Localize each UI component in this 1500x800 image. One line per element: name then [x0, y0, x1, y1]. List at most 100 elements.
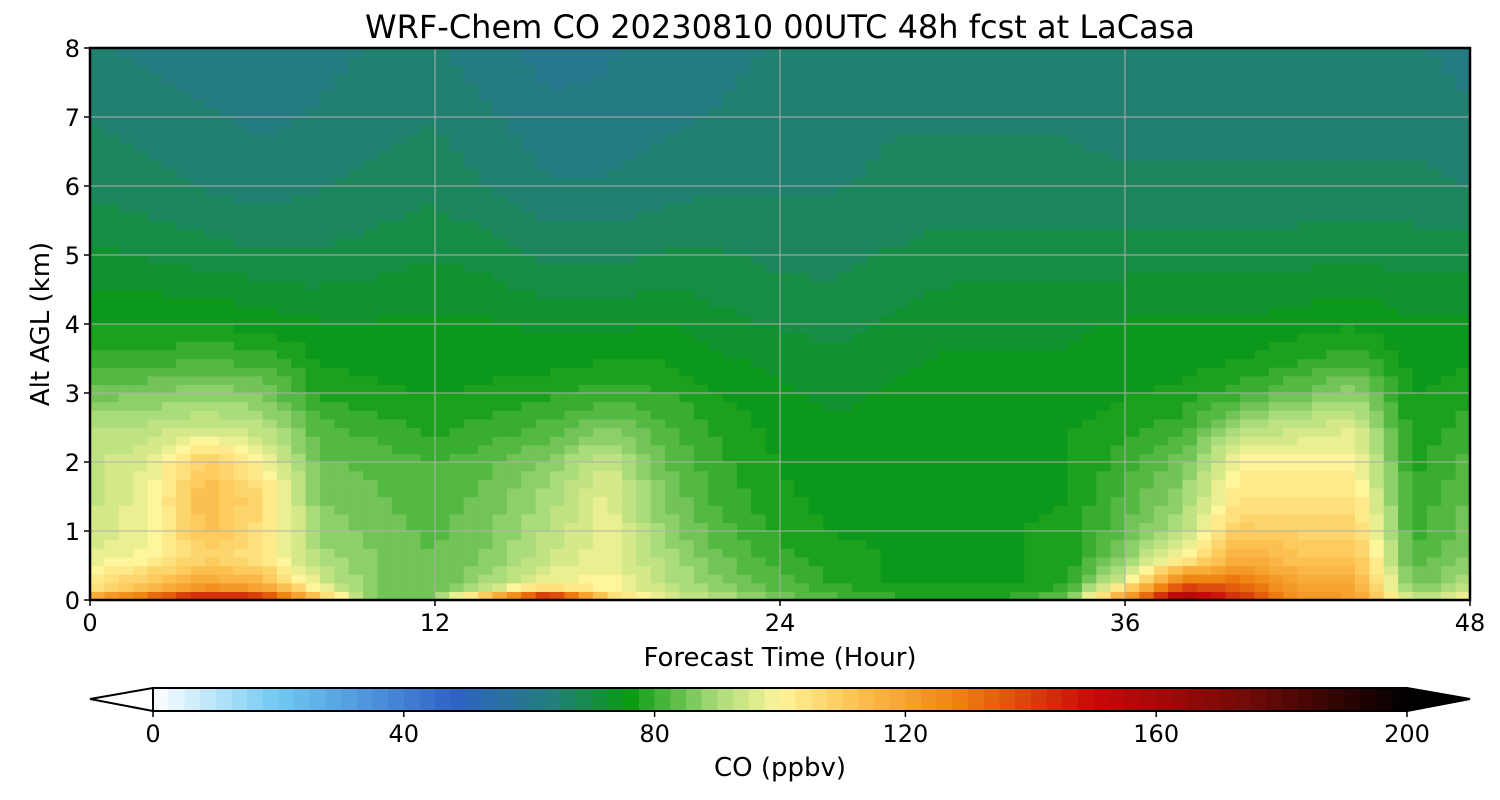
contour-cell — [736, 418, 752, 429]
contour-cell — [305, 375, 321, 385]
contour-cell — [851, 367, 867, 377]
contour-cell — [190, 289, 206, 299]
contour-cell — [665, 582, 680, 592]
contour-cell — [305, 539, 321, 549]
contour-cell — [90, 263, 105, 273]
contour-cell — [952, 48, 968, 58]
contour-cell — [780, 272, 795, 282]
contour-cell — [895, 574, 910, 584]
contour-cell — [736, 151, 752, 161]
contour-cell — [176, 358, 192, 368]
contour-cell — [650, 91, 666, 101]
contour-cell — [147, 142, 163, 153]
contour-cell — [377, 531, 393, 541]
contour-cell — [305, 453, 321, 463]
contour-cell — [794, 505, 810, 515]
contour-cell — [708, 220, 724, 230]
contour-cell — [305, 574, 321, 584]
contour-cell — [176, 539, 192, 549]
contour-cell — [1125, 99, 1140, 109]
contour-cell — [435, 531, 450, 541]
contour-cell — [276, 548, 292, 558]
contour-cell — [205, 298, 220, 308]
contour-cell — [679, 246, 695, 256]
contour-cell — [578, 315, 594, 325]
contour-cell — [780, 246, 795, 256]
contour-cell — [406, 91, 422, 101]
contour-cell — [665, 565, 680, 575]
contour-cell — [722, 341, 738, 351]
contour-cell — [363, 99, 379, 109]
contour-cell — [161, 418, 177, 429]
contour-cell — [334, 272, 350, 282]
contour-cell — [708, 272, 724, 282]
contour-cell — [291, 315, 307, 325]
contour-cell — [1196, 246, 1212, 256]
contour-cell — [923, 289, 939, 299]
contour-cell — [262, 168, 278, 178]
contour-cell — [1081, 556, 1097, 567]
contour-cell — [1196, 453, 1212, 463]
contour-cell — [219, 427, 235, 437]
contour-cell — [104, 65, 120, 75]
contour-cell — [133, 168, 149, 178]
contour-cell — [492, 56, 508, 66]
contour-cell — [205, 470, 220, 480]
contour-cell — [981, 108, 997, 118]
contour-cell — [1182, 263, 1198, 273]
contour-cell — [463, 358, 479, 368]
contour-cell — [463, 341, 479, 351]
contour-cell — [966, 479, 982, 489]
contour-cell — [104, 194, 120, 204]
contour-cell — [535, 427, 551, 437]
contour-cell — [305, 349, 321, 360]
contour-cell — [794, 134, 810, 144]
contour-cell — [291, 91, 307, 101]
contour-cell — [851, 479, 867, 489]
contour-cell — [190, 99, 206, 109]
contour-cell — [276, 177, 292, 187]
contour-cell — [420, 324, 436, 334]
contour-cell — [420, 194, 436, 204]
contour-cell — [966, 332, 982, 342]
contour-cell — [880, 91, 896, 101]
contour-cell — [808, 487, 824, 498]
contour-cell — [118, 513, 134, 523]
contour-cell — [190, 194, 206, 204]
contour-cell — [305, 418, 321, 429]
contour-cell — [1110, 56, 1126, 66]
contour-cell — [391, 186, 407, 196]
contour-cell — [478, 453, 494, 463]
contour-cell — [377, 393, 393, 403]
contour-cell — [133, 349, 149, 360]
contour-cell — [492, 315, 508, 325]
contour-cell — [1196, 263, 1212, 273]
contour-cell — [593, 410, 609, 420]
contour-cell — [837, 306, 853, 316]
contour-cell — [305, 367, 321, 377]
contour-cell — [550, 151, 565, 161]
contour-cell — [751, 582, 767, 592]
contour-cell — [851, 565, 867, 575]
contour-cell — [391, 341, 407, 351]
contour-cell — [765, 117, 781, 127]
contour-cell — [909, 263, 925, 273]
contour-cell — [636, 237, 652, 247]
contour-cell — [578, 48, 594, 58]
contour-cell — [751, 591, 767, 600]
contour-cell — [794, 332, 810, 342]
contour-cell — [104, 453, 120, 463]
contour-cell — [736, 280, 752, 291]
contour-cell — [320, 117, 335, 127]
contour-cell — [808, 211, 824, 222]
contour-cell — [823, 229, 839, 239]
contour-cell — [248, 108, 264, 118]
contour-cell — [1168, 315, 1184, 325]
contour-cell — [550, 211, 565, 222]
contour-cell — [1038, 556, 1054, 567]
contour-cell — [420, 151, 436, 161]
contour-cell — [420, 341, 436, 351]
contour-cell — [736, 487, 752, 498]
contour-cell — [938, 349, 954, 360]
contour-cell — [334, 237, 350, 247]
